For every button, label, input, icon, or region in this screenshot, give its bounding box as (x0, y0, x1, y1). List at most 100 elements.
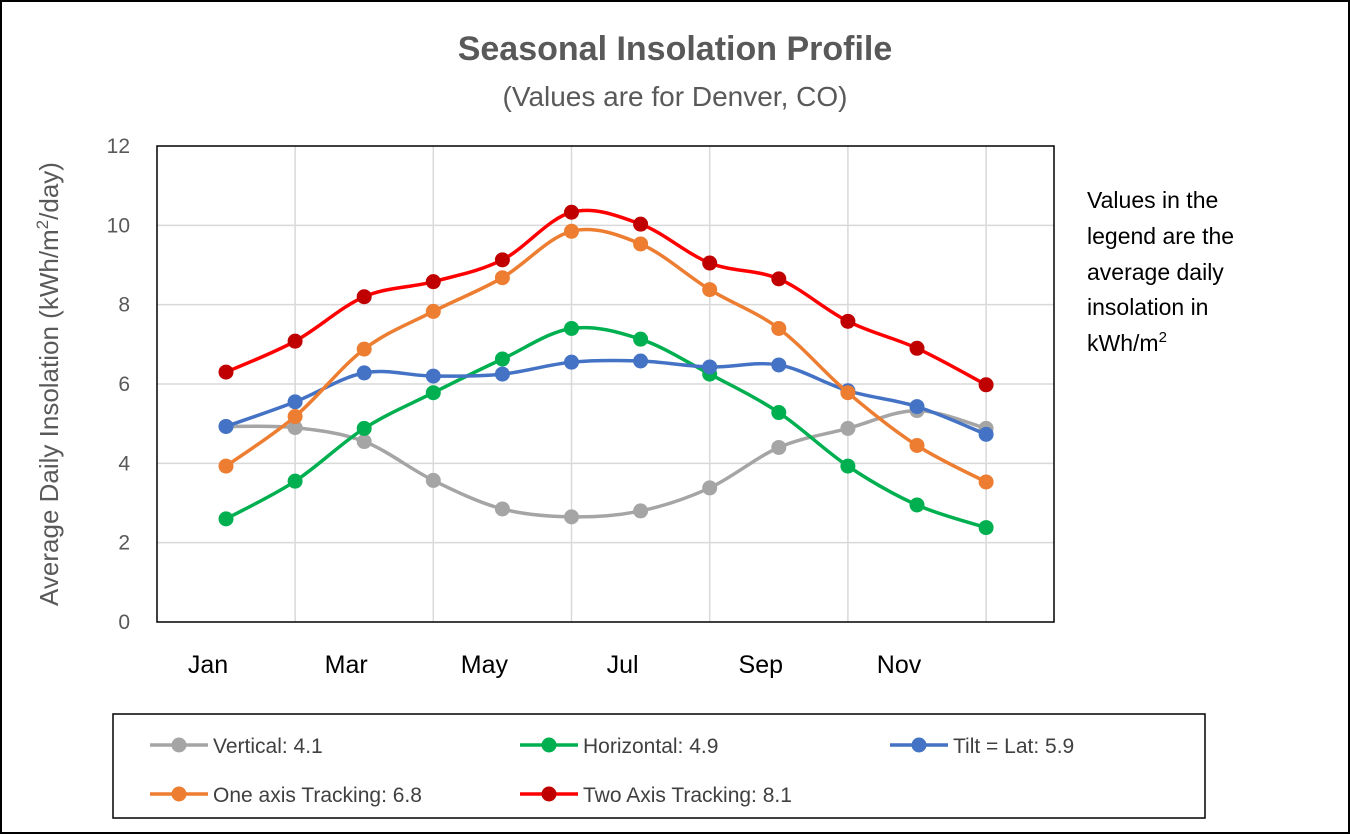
chart-subtitle: (Values are for Denver, CO) (503, 81, 848, 112)
annotation-line-2: legend are the (1087, 223, 1234, 249)
data-point (356, 420, 372, 436)
legend-item: Vertical: 4.1 (150, 735, 323, 758)
data-point (771, 357, 787, 373)
data-point (218, 458, 234, 474)
series-tilt-lat (218, 353, 994, 442)
data-point (356, 434, 372, 450)
x-tick-label: Nov (877, 651, 922, 679)
y-axis-label-sup: 2 (33, 220, 52, 229)
data-point (978, 474, 994, 490)
data-point (909, 340, 925, 356)
legend-item: Two Axis Tracking: 8.1 (520, 784, 792, 807)
data-point (425, 274, 441, 290)
annotation-unit-sup: 2 (1159, 329, 1167, 346)
y-axis-label-suffix: /day) (34, 162, 64, 220)
data-point (702, 480, 718, 496)
data-point (633, 353, 649, 369)
data-point (494, 501, 510, 517)
data-point (978, 426, 994, 442)
legend-label: One axis Tracking: 6.8 (213, 784, 422, 807)
annotation-line-3: average daily (1087, 259, 1224, 285)
data-point (633, 216, 649, 232)
gridlines (157, 146, 1054, 622)
annotation-unit: kWh/m (1087, 330, 1159, 356)
x-tick-label: Sep (739, 651, 783, 679)
x-tick-label: May (461, 651, 509, 679)
data-point (287, 333, 303, 349)
legend-label: Two Axis Tracking: 8.1 (583, 784, 792, 807)
data-point (356, 289, 372, 305)
data-point (564, 320, 579, 336)
data-point (771, 439, 787, 455)
data-point (564, 354, 579, 370)
data-point (771, 320, 787, 336)
legend-swatch-marker (171, 786, 187, 802)
y-axis-label-prefix: Average Daily Insolation (kWh/m (34, 229, 64, 606)
legend-item: Horizontal: 4.9 (520, 735, 718, 758)
y-tick-label: 6 (118, 373, 130, 396)
data-point (909, 399, 925, 415)
data-point (218, 418, 234, 434)
series-lines (218, 204, 994, 536)
annotation-line-5: kWh/m2 (1087, 329, 1167, 356)
annotation-line-1: Values in the (1087, 187, 1218, 213)
data-point (978, 377, 994, 393)
data-point (564, 204, 579, 220)
data-point (494, 366, 510, 382)
legend-item: Tilt = Lat: 5.9 (890, 735, 1074, 758)
plot-area-border (156, 145, 1055, 623)
legend: Vertical: 4.1 Horizontal: 4.9 Tilt = Lat: … (150, 735, 1074, 807)
data-point (494, 351, 510, 367)
y-tick-label: 0 (118, 611, 130, 634)
data-point (702, 255, 718, 271)
data-point (356, 365, 372, 381)
y-tick-label: 12 (107, 135, 130, 158)
annotation-line-4: insolation in (1087, 294, 1208, 320)
data-point (840, 313, 856, 329)
data-point (633, 331, 649, 347)
x-tick-label: Mar (325, 651, 368, 679)
y-tick-label: 2 (118, 532, 130, 555)
y-axis-label: Average Daily Insolation (kWh/m2/day) (33, 162, 64, 606)
y-axis-ticks: 0 2 4 6 8 10 12 (107, 135, 131, 634)
data-point (218, 364, 234, 380)
legend-label: Horizontal: 4.9 (583, 735, 718, 758)
data-point (287, 473, 303, 489)
series-line (225, 208, 987, 387)
legend-swatch-marker (911, 737, 927, 753)
chart-title: Seasonal Insolation Profile (458, 30, 893, 68)
legend-label: Tilt = Lat: 5.9 (953, 735, 1074, 758)
data-point (771, 405, 787, 421)
data-point (425, 385, 441, 401)
data-point (494, 252, 510, 268)
data-point (633, 236, 649, 252)
x-tick-label: Jan (188, 651, 228, 679)
data-point (564, 509, 579, 525)
data-point (771, 271, 787, 287)
data-point (356, 341, 372, 357)
legend-label: Vertical: 4.1 (213, 735, 323, 758)
series-vertical (218, 403, 994, 525)
data-point (702, 359, 718, 375)
series-two-axis-tracking (218, 204, 994, 393)
series-one-axis-tracking (218, 223, 994, 490)
data-point (494, 270, 510, 286)
data-point (218, 511, 234, 527)
x-axis-ticks: Jan Mar May Jul Sep Nov (188, 651, 922, 679)
data-point (840, 420, 856, 436)
legend-item: One axis Tracking: 6.8 (150, 784, 422, 807)
data-point (633, 503, 649, 519)
data-point (702, 282, 718, 298)
data-point (840, 385, 856, 401)
annotation-note: Values in the legend are the average dai… (1087, 187, 1234, 356)
legend-swatch-marker (171, 737, 187, 753)
x-tick-label: Jul (607, 651, 639, 679)
data-point (425, 472, 441, 488)
series-line (224, 227, 987, 484)
data-point (287, 420, 303, 436)
y-tick-label: 8 (118, 294, 130, 317)
data-point (287, 394, 303, 410)
data-point (909, 437, 925, 453)
